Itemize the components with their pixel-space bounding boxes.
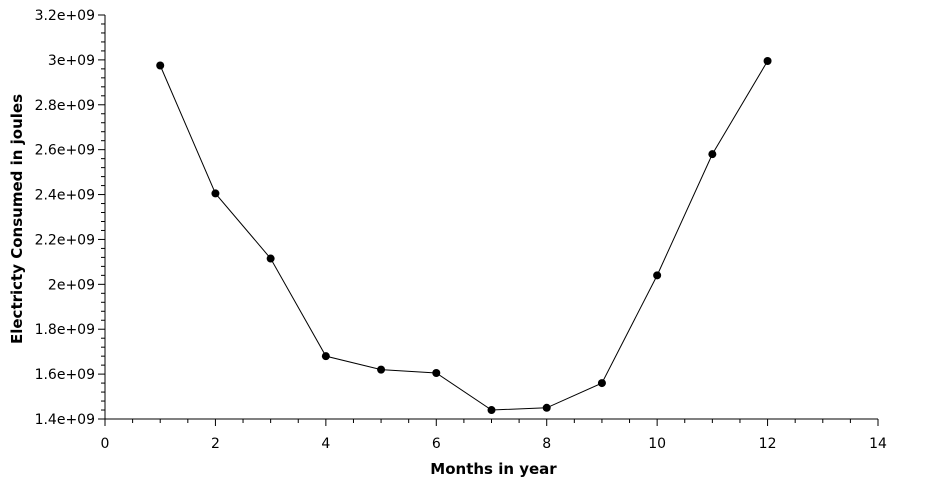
axes	[104, 15, 878, 420]
y-tick-label: 2.8e+09	[35, 98, 95, 114]
series-line	[159, 60, 769, 411]
y-tick-label: 3.2e+09	[35, 8, 95, 24]
data-point	[211, 189, 220, 198]
x-tick-label: 12	[759, 436, 777, 452]
data-point	[156, 61, 165, 70]
data-series	[156, 57, 772, 415]
data-point	[432, 368, 441, 377]
y-tick-label: 2.6e+09	[35, 143, 95, 159]
y-tick-label: 2.2e+09	[35, 232, 95, 248]
x-tick-label: 14	[869, 436, 887, 452]
data-point	[487, 406, 496, 415]
ticks: 0 2 4 6 8 10 12 14 1.4e+09 1.6e+09 1.8e+09 2e+09 2.2…	[35, 8, 887, 452]
y-tick-label: 1.8e+09	[35, 322, 95, 338]
y-tick-label: 3e+09	[48, 53, 95, 69]
data-point	[763, 57, 772, 66]
data-point	[377, 365, 386, 374]
data-point	[597, 379, 606, 388]
x-tick-label: 10	[648, 436, 666, 452]
y-axis-label: Electricty Consumed in joules	[8, 94, 26, 344]
data-point	[542, 403, 551, 412]
data-point	[708, 150, 717, 159]
y-tick-label: 1.4e+09	[35, 412, 95, 428]
x-tick-label: 2	[211, 436, 220, 452]
y-tick-label: 1.6e+09	[35, 367, 95, 383]
data-point	[266, 254, 275, 263]
y-tick-label: 2.4e+09	[35, 188, 95, 204]
data-point	[653, 271, 662, 280]
x-axis-label: Months in year	[430, 460, 557, 478]
x-tick-label: 6	[432, 436, 441, 452]
x-tick-label: 8	[542, 436, 551, 452]
data-point	[321, 352, 330, 361]
x-tick-label: 4	[321, 436, 330, 452]
x-tick-label: 0	[101, 436, 110, 452]
y-tick-label: 2e+09	[48, 277, 95, 293]
